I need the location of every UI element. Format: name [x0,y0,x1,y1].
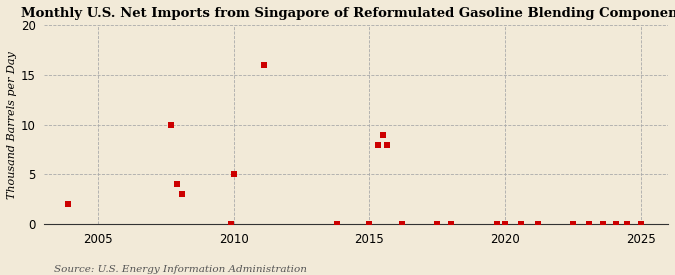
Point [568,222,578,226]
Point [533,222,543,226]
Point [432,222,443,226]
Point [331,222,342,226]
Point [228,172,239,177]
Point [611,222,622,226]
Point [446,222,456,226]
Point [171,182,182,186]
Point [177,192,188,196]
Point [635,222,646,226]
Title: Monthly U.S. Net Imports from Singapore of Reformulated Gasoline Blending Compon: Monthly U.S. Net Imports from Singapore … [21,7,675,20]
Point [364,222,375,226]
Point [584,222,595,226]
Point [397,222,408,226]
Text: Source: U.S. Energy Information Administration: Source: U.S. Energy Information Administ… [54,265,307,274]
Y-axis label: Thousand Barrels per Day: Thousand Barrels per Day [7,51,17,199]
Point [377,132,388,137]
Point [500,222,510,226]
Point [258,63,269,67]
Point [225,222,236,226]
Point [63,202,74,206]
Point [372,142,383,147]
Point [491,222,502,226]
Point [166,122,177,127]
Point [622,222,632,226]
Point [381,142,392,147]
Point [516,222,527,226]
Point [597,222,608,226]
